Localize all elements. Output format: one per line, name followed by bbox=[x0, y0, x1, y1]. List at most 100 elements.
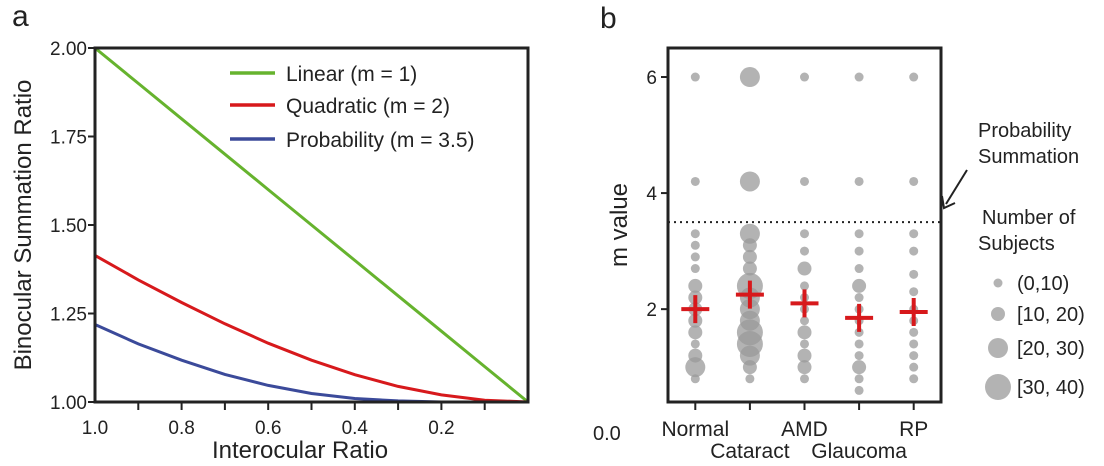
series-line-1 bbox=[94, 254, 529, 404]
probability-summation-annotation-line1: Probability bbox=[978, 120, 1071, 142]
data-point bbox=[690, 252, 700, 262]
size-legend-items: (0,10) [10, 20) [20, 30) [30, 40) bbox=[985, 273, 1085, 400]
data-point bbox=[852, 278, 867, 293]
data-point bbox=[909, 374, 919, 384]
chart-a-xtick-label: 0.8 bbox=[168, 418, 194, 439]
chart-a-xlabel: Interocular Ratio bbox=[212, 437, 388, 464]
data-point bbox=[690, 176, 700, 186]
data-point bbox=[688, 325, 703, 340]
legend-probability-label: Probability (m = 3.5) bbox=[286, 129, 475, 152]
size-legend-swatch bbox=[988, 338, 1008, 358]
data-point bbox=[742, 238, 757, 253]
data-point bbox=[854, 327, 864, 337]
data-point bbox=[800, 229, 809, 239]
data-point bbox=[909, 72, 919, 82]
chart-a-ytick-label: 1.25 bbox=[50, 305, 87, 326]
data-point bbox=[800, 72, 809, 82]
data-point bbox=[690, 229, 700, 239]
mean-marker bbox=[735, 280, 764, 309]
mean-marker bbox=[681, 295, 710, 324]
data-point bbox=[800, 339, 809, 349]
chart-a-xtick-label: 0.2 bbox=[428, 418, 454, 439]
data-point bbox=[854, 176, 864, 186]
category-label-normal: Normal bbox=[661, 418, 729, 441]
data-point bbox=[800, 176, 809, 186]
chart-a-ylabel: Binocular Summation Ratio bbox=[10, 80, 37, 371]
legend-linear-label: Linear (m = 1) bbox=[286, 63, 417, 86]
category-label-glaucoma: Glaucoma bbox=[811, 440, 907, 463]
chart-a-xtick-label: 0.4 bbox=[342, 418, 369, 439]
chart-b-corner-label: 0.0 bbox=[593, 423, 621, 445]
data-point bbox=[800, 316, 809, 326]
data-point bbox=[739, 223, 760, 244]
category-label-amd: AMD bbox=[781, 418, 828, 441]
data-point bbox=[688, 278, 703, 293]
chart-a-ticks: 1.0 0.8 0.6 0.4 0.2 1.00 1.25 1.50 1.75 2.00 bbox=[50, 39, 486, 439]
legend-quadratic-label: Quadratic (m = 2) bbox=[286, 95, 450, 118]
data-point bbox=[854, 374, 864, 384]
series-line-0 bbox=[94, 46, 529, 404]
data-point bbox=[739, 345, 760, 366]
probability-summation-annotation-line2: Summation bbox=[978, 146, 1079, 168]
data-point bbox=[854, 72, 864, 82]
series-line-2 bbox=[94, 323, 528, 404]
size-legend-label: [30, 40) bbox=[1017, 377, 1085, 399]
mean-marker bbox=[790, 289, 819, 318]
data-point bbox=[739, 171, 760, 192]
data-point bbox=[909, 339, 919, 349]
data-point bbox=[742, 261, 757, 276]
data-point bbox=[800, 281, 809, 291]
data-point bbox=[854, 264, 864, 274]
category-label-cataract: Cataract bbox=[710, 440, 790, 463]
data-point bbox=[800, 246, 809, 256]
data-point bbox=[745, 374, 755, 384]
chart-a-xtick-label: 1.0 bbox=[82, 418, 108, 439]
data-point bbox=[852, 360, 867, 375]
data-point bbox=[854, 351, 864, 361]
chart-b-ytick-label: 2 bbox=[646, 300, 657, 321]
data-point bbox=[909, 327, 919, 337]
size-legend-label: [20, 30) bbox=[1017, 338, 1085, 360]
data-point bbox=[854, 229, 864, 239]
data-point bbox=[690, 339, 700, 349]
data-point bbox=[690, 264, 700, 274]
data-point bbox=[854, 293, 864, 303]
data-point bbox=[742, 360, 757, 375]
data-point bbox=[909, 246, 919, 256]
chart-a-legend: Linear (m = 1) Quadratic (m = 2) Probabi… bbox=[230, 63, 475, 152]
data-point bbox=[797, 261, 812, 276]
chart-a: 1.0 0.8 0.6 0.4 0.2 1.00 1.25 1.50 1.75 2.00 Inte… bbox=[10, 39, 530, 464]
chart-a-xtick-label: 0.6 bbox=[255, 418, 281, 439]
annotation-arrow bbox=[941, 169, 968, 210]
data-point bbox=[739, 67, 760, 88]
data-point bbox=[909, 287, 919, 297]
size-legend-swatch bbox=[985, 374, 1011, 400]
data-point bbox=[690, 240, 700, 250]
data-point bbox=[797, 348, 812, 363]
data-point bbox=[690, 374, 700, 384]
data-point bbox=[854, 339, 864, 349]
size-legend-title-line1: Number of bbox=[982, 207, 1076, 229]
data-point bbox=[909, 229, 919, 239]
chart-a-ytick-label: 1.75 bbox=[50, 128, 87, 149]
chart-a-ytick-label: 1.50 bbox=[50, 216, 87, 237]
chart-b-means bbox=[681, 280, 928, 332]
mean-marker bbox=[899, 298, 928, 327]
size-legend-swatch bbox=[991, 307, 1005, 321]
data-point bbox=[797, 325, 812, 340]
data-point bbox=[854, 385, 864, 395]
chart-b-ytick-label: 6 bbox=[646, 68, 657, 89]
panel-b-letter: b bbox=[600, 2, 617, 35]
data-point bbox=[800, 374, 809, 384]
size-legend-label: [10, 20) bbox=[1017, 304, 1085, 326]
data-point bbox=[854, 246, 864, 256]
data-point bbox=[797, 360, 812, 375]
data-point bbox=[909, 362, 919, 372]
chart-b-ylabel: m value bbox=[606, 183, 633, 267]
data-point bbox=[742, 249, 757, 264]
data-point bbox=[909, 351, 919, 361]
data-point bbox=[685, 357, 706, 378]
